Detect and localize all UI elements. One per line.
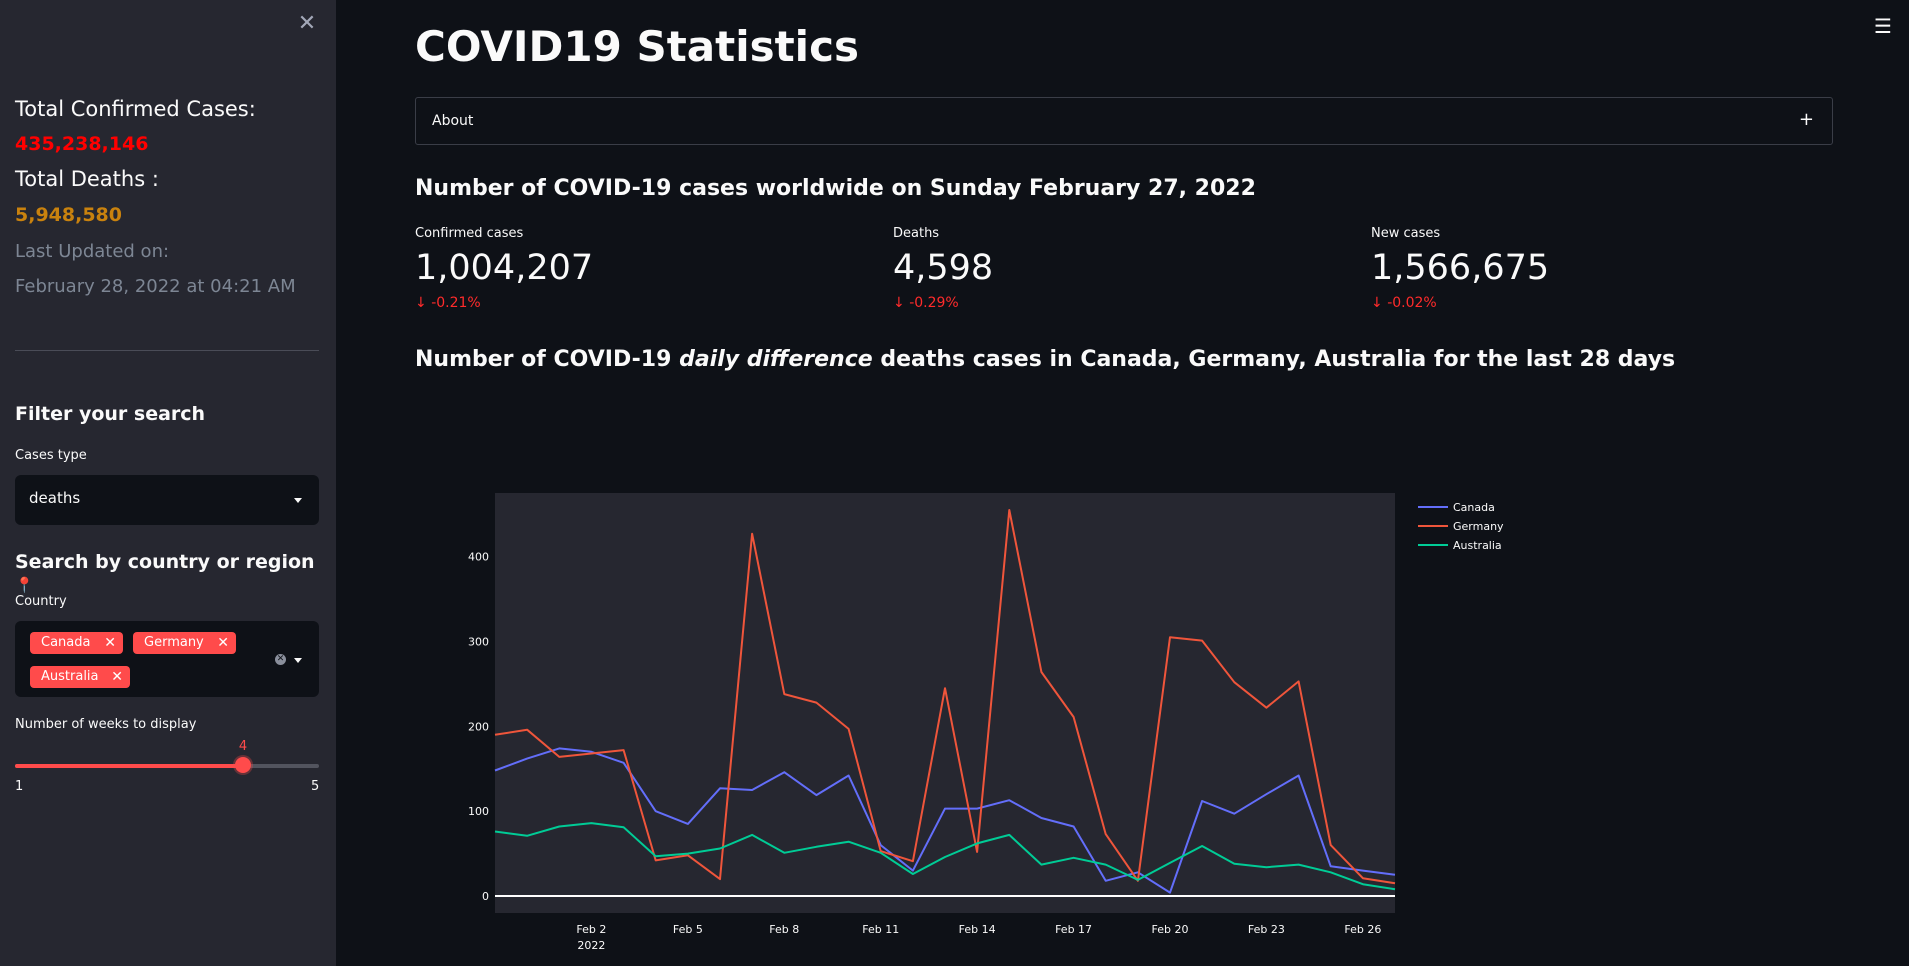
sidebar: ✕ Total Confirmed Cases: 435,238,146 Tot… [0, 0, 336, 966]
remove-tag-icon[interactable]: ✕ [104, 635, 116, 651]
remove-tag-icon[interactable]: ✕ [217, 635, 229, 651]
metric-label: Deaths [893, 226, 940, 241]
country-label: Country [15, 594, 67, 609]
series-line-germany [494, 509, 1396, 885]
metric-delta-value: -0.21% [431, 295, 481, 311]
legend-label-germany: Germany [1453, 520, 1504, 533]
pin-icon: 📍 [15, 576, 34, 594]
country-tag-label: Canada [41, 635, 91, 650]
y-tick-label: 200 [468, 720, 489, 733]
metric-value: 4,598 [893, 248, 994, 288]
weeks-slider-fill [15, 764, 243, 768]
x-tick-label: Feb 20 [1152, 923, 1189, 936]
weeks-slider-max: 5 [311, 779, 320, 794]
search-heading: Search by country or region 📍 [15, 551, 336, 595]
plus-icon: + [1798, 109, 1814, 130]
country-tag-australia: Australia ✕ [30, 666, 130, 688]
total-confirmed-value: 435,238,146 [15, 133, 149, 155]
x-tick-label: Feb 23 [1248, 923, 1285, 936]
arrow-down-icon: ↓ [1371, 295, 1383, 311]
weeks-slider-thumb[interactable] [235, 757, 251, 773]
about-expander[interactable]: About + [415, 97, 1833, 145]
metric-deaths: Deaths 4,598 ↓ -0.29% [893, 226, 993, 311]
cases-type-label: Cases type [15, 448, 87, 463]
metric-value: 1,004,207 [415, 248, 594, 288]
weeks-label: Number of weeks to display [15, 717, 197, 732]
metric-delta: ↓ -0.21% [415, 295, 593, 311]
x-tick-label: Feb 2 [576, 923, 606, 936]
chevron-down-icon[interactable] [294, 658, 302, 663]
weeks-slider-value: 4 [238, 739, 248, 754]
metric-label: Confirmed cases [415, 226, 524, 241]
y-tick-label: 0 [482, 890, 489, 903]
metric-label: New cases [1371, 226, 1441, 241]
total-deaths-value: 5,948,580 [15, 204, 122, 226]
x-tick-label: Feb 5 [673, 923, 703, 936]
x-tick-label: Feb 8 [769, 923, 799, 936]
y-tick-label: 400 [468, 551, 489, 564]
last-updated-label: Last Updated on: [15, 241, 170, 262]
country-tag-canada: Canada ✕ [30, 632, 123, 654]
metric-delta: ↓ -0.29% [893, 295, 993, 311]
legend-label-australia: Australia [1453, 539, 1502, 552]
about-label: About [432, 113, 474, 129]
weeks-slider-min: 1 [15, 779, 24, 794]
cases-type-select[interactable]: deaths [15, 475, 319, 525]
last-updated-value: February 28, 2022 at 04:21 AM [15, 276, 296, 297]
arrow-down-icon: ↓ [415, 295, 427, 311]
x-tick-label: Feb 14 [959, 923, 996, 936]
close-sidebar-icon[interactable]: ✕ [297, 11, 317, 36]
plot-area [495, 493, 1395, 913]
search-heading-text: Search by country or region [15, 551, 315, 573]
x-tick-label: Feb 11 [862, 923, 899, 936]
series-line-canada [494, 747, 1396, 894]
metric-delta-value: -0.29% [909, 295, 959, 311]
chart-heading-pre: Number of COVID-19 [415, 347, 680, 372]
country-tag-germany: Germany ✕ [133, 632, 236, 654]
total-deaths-label: Total Deaths : [15, 167, 159, 191]
cases-type-selected-value: deaths [29, 489, 81, 507]
arrow-down-icon: ↓ [893, 295, 905, 311]
y-tick-label: 100 [468, 805, 489, 818]
metric-delta-value: -0.02% [1387, 295, 1437, 311]
metric-delta: ↓ -0.02% [1371, 295, 1549, 311]
total-confirmed-label: Total Confirmed Cases: [15, 97, 256, 121]
sidebar-divider [15, 350, 319, 351]
country-tag-label: Australia [41, 669, 99, 684]
series-line-australia [494, 822, 1396, 891]
chart-heading-post: deaths cases in Canada, Germany, Austral… [872, 347, 1676, 372]
chart-heading: Number of COVID-19 daily difference deat… [415, 347, 1675, 372]
clear-all-icon[interactable]: ✕ [275, 654, 286, 665]
y-tick-label: 300 [468, 635, 489, 648]
metric-confirmed: Confirmed cases 1,004,207 ↓ -0.21% [415, 226, 593, 311]
page-title: COVID19 Statistics [415, 22, 859, 71]
metric-value: 1,566,675 [1371, 248, 1550, 288]
deaths-line-chart[interactable]: 0 100 200 300 400 Feb 2 Feb 5 Feb 8 Feb 11 Feb 14… [415, 470, 1535, 966]
filter-heading: Filter your search [15, 403, 206, 425]
metric-new-cases: New cases 1,566,675 ↓ -0.02% [1371, 226, 1549, 311]
remove-tag-icon[interactable]: ✕ [111, 669, 123, 685]
hamburger-menu-icon[interactable]: ☰ [1874, 14, 1892, 38]
country-tag-label: Germany [144, 635, 204, 650]
legend-label-canada: Canada [1453, 501, 1495, 514]
country-multiselect[interactable]: Canada ✕ Germany ✕ Australia ✕ ✕ [15, 621, 319, 697]
chevron-down-icon [294, 498, 302, 503]
worldwide-heading: Number of COVID-19 cases worldwide on Su… [415, 176, 1256, 201]
x-tick-label: Feb 26 [1344, 923, 1381, 936]
x-tick-year-label: 2022 [577, 939, 605, 952]
chart-heading-emphasis: daily difference [679, 347, 873, 372]
x-tick-label: Feb 17 [1055, 923, 1092, 936]
